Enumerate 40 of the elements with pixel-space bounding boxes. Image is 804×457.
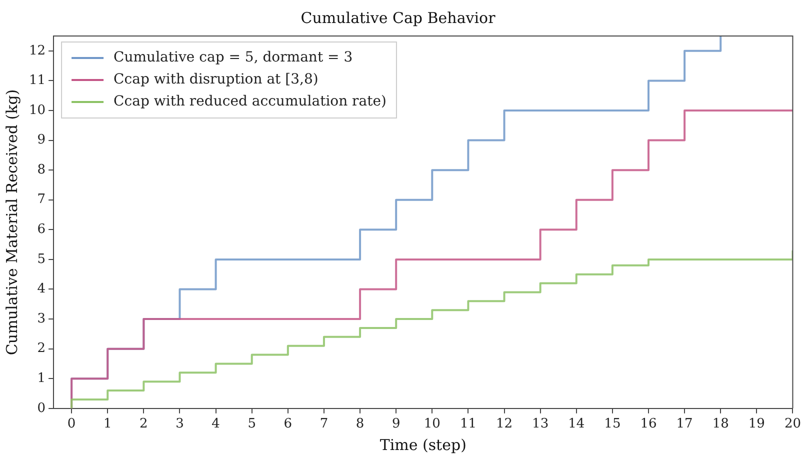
y-tick-label: 1 — [37, 370, 46, 386]
x-tick-label: 2 — [140, 416, 148, 432]
x-tick-label: 17 — [676, 416, 693, 432]
x-tick-label: 20 — [784, 416, 801, 432]
legend-label: Ccap with disruption at [3,8) — [114, 72, 318, 88]
x-tick-label: 8 — [356, 416, 364, 432]
y-tick-label: 9 — [37, 132, 46, 148]
x-tick-label: 9 — [392, 416, 400, 432]
x-tick-label: 1 — [103, 416, 112, 432]
x-tick-label: 6 — [284, 416, 292, 432]
x-tick-label: 13 — [532, 416, 549, 432]
y-tick-label: 3 — [37, 311, 46, 326]
y-tick-label: 12 — [28, 43, 46, 58]
x-tick-label: 7 — [320, 416, 328, 432]
x-tick-label: 11 — [460, 416, 476, 432]
x-tick-label: 5 — [248, 416, 256, 432]
y-axis-title: Cumulative Material Received (kg) — [2, 89, 21, 356]
legend-label: Cumulative cap = 5, dormant = 3 — [114, 50, 353, 66]
y-tick-label: 11 — [28, 73, 46, 88]
y-tick-label: 4 — [37, 282, 46, 297]
x-tick-label: 18 — [712, 416, 729, 432]
y-tick-label: 0 — [37, 400, 46, 416]
y-tick-label: 2 — [37, 341, 46, 356]
y-tick-label: 10 — [28, 102, 46, 118]
x-tick-label: 16 — [640, 416, 657, 432]
x-tick-label: 10 — [424, 416, 440, 432]
y-tick-label: 5 — [37, 252, 46, 267]
x-tick-label: 0 — [67, 416, 76, 432]
y-tick-label: 7 — [37, 192, 46, 208]
y-tick-label: 8 — [37, 162, 46, 178]
x-tick-label: 3 — [176, 416, 184, 432]
x-tick-label: 12 — [496, 416, 513, 432]
x-tick-label: 14 — [568, 416, 585, 432]
x-tick-label: 15 — [604, 416, 621, 432]
y-tick-label: 6 — [37, 222, 46, 238]
legend-label: Ccap with reduced accumulation rate) — [114, 94, 386, 110]
x-tick-label: 19 — [748, 416, 765, 432]
x-axis-title: Time (step) — [380, 436, 466, 454]
x-tick-label: 4 — [212, 416, 220, 432]
chart-title: Cumulative Cap Behavior — [300, 8, 496, 27]
